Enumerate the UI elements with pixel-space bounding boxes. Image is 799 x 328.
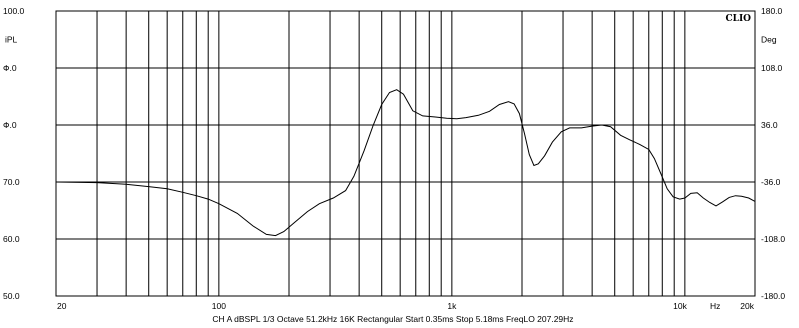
right-tick-label: -108.0: [761, 234, 785, 244]
measurement-info: CH A dBSPL 1/3 Octave 51.2kHz 16K Rectan…: [212, 314, 573, 324]
x-axis-unit: Hz: [710, 301, 720, 311]
right-tick-label: -36.0: [761, 177, 781, 187]
left-tick-label: Ф.0: [3, 120, 17, 130]
left-tick-label: 70.0: [3, 177, 20, 187]
x-tick-label: 1k: [447, 301, 457, 311]
x-tick-label: 20: [57, 301, 67, 311]
x-tick-label: 100: [212, 301, 226, 311]
right-tick-label: 108.0: [761, 63, 783, 73]
left-tick-label: 100.0: [3, 6, 25, 16]
series-layer: [55, 89, 756, 237]
x-tick-label: 20k: [740, 301, 754, 311]
right-tick-label: 36.0: [761, 120, 778, 130]
x-tick-label: 10k: [673, 301, 687, 311]
right-tick-label: 180.0: [761, 6, 783, 16]
spl-response-line: [55, 89, 756, 237]
left-tick-label: 50.0: [3, 291, 20, 301]
left-tick-label: Ф.0: [3, 63, 17, 73]
left-tick-label: 60.0: [3, 234, 20, 244]
axis-labels: 100.0 Ф.0 Ф.0 70.0 60.0 50.0 180.0 108.0 36.0 -36…: [3, 6, 785, 311]
left-axis-unit: iPL: [5, 35, 18, 45]
chart-grid: [56, 10, 755, 297]
right-tick-label: -180.0: [761, 291, 785, 301]
plot-frame: [55, 10, 756, 297]
right-axis-unit: Deg: [761, 35, 777, 45]
brand-label: CLIO: [725, 14, 751, 24]
